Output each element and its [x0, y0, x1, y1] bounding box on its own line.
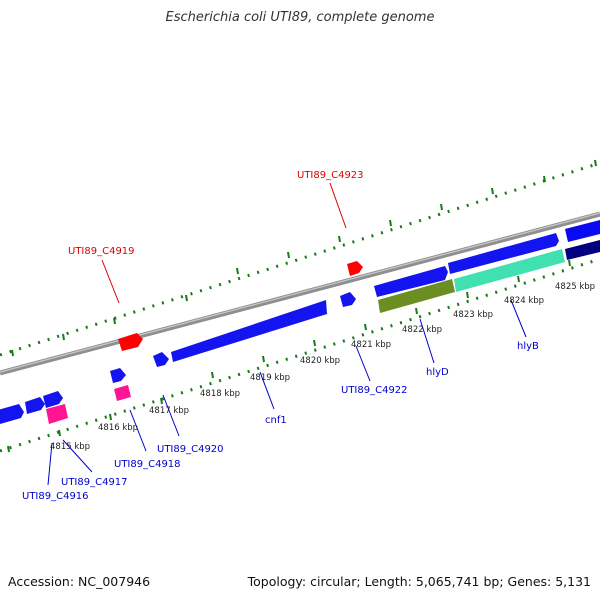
lower-major-ticks [7, 259, 571, 453]
feature-red-2[interactable] [347, 261, 363, 276]
feature-pink-1[interactable] [46, 404, 68, 424]
scale-label: 4819 kbp [250, 373, 290, 383]
feature-red-1[interactable] [118, 333, 143, 351]
upper-major-ticks [11, 159, 597, 357]
feature-olive[interactable] [378, 279, 455, 313]
feature-navy[interactable] [565, 240, 600, 260]
scale-label: 4817 kbp [149, 406, 189, 416]
gene-label-hlyB[interactable]: hlyB [517, 341, 539, 352]
gene-c4922[interactable] [340, 292, 356, 307]
genome-backbone [0, 211, 600, 376]
scale-label: 4822 kbp [402, 325, 442, 335]
gene-c4917[interactable] [25, 397, 45, 414]
label-leader-lines [47, 182, 527, 486]
scale-label: 4820 kbp [300, 356, 340, 366]
gene-c4920[interactable] [153, 352, 169, 367]
gene-label-c4923[interactable]: UTI89_C4923 [297, 170, 364, 181]
gene-label-c4918[interactable]: UTI89_C4918 [114, 459, 181, 470]
gene-label-c4920[interactable]: UTI89_C4920 [157, 444, 224, 455]
scale-label: 4825 kbp [555, 282, 595, 292]
gene-label-c4917[interactable]: UTI89_C4917 [61, 477, 128, 488]
scale-label: 4818 kbp [200, 389, 240, 399]
genome-summary-text: Topology: circular; Length: 5,065,741 bp… [247, 574, 591, 589]
gene-hlyC[interactable] [448, 233, 559, 274]
gene-label-hlyD[interactable]: hlyD [426, 367, 449, 378]
scale-label: 4816 kbp [98, 423, 138, 433]
feature-aqua[interactable] [454, 249, 565, 292]
scale-label: 4824 kbp [504, 296, 544, 306]
scale-label: 4821 kbp [351, 340, 391, 350]
feature-pink-2[interactable] [114, 385, 131, 401]
gene-c4918[interactable] [110, 368, 126, 383]
lower-tick-track [0, 257, 600, 453]
scale-labels: 4815 kbp 4816 kbp 4817 kbp 4818 kbp 4819… [50, 282, 595, 452]
accession-text: Accession: NC_007946 [8, 574, 151, 589]
scale-label: 4823 kbp [453, 310, 493, 320]
gene-labels: UTI89_C4916 UTI89_C4917 UTI89_C4918 UTI8… [22, 170, 539, 502]
gene-label-c4919[interactable]: UTI89_C4919 [68, 246, 135, 257]
gene-label-cnf1[interactable]: cnf1 [265, 415, 287, 426]
gene-cnf1[interactable] [171, 300, 327, 362]
upper-tick-track [0, 161, 600, 357]
gene-label-c4916[interactable]: UTI89_C4916 [22, 491, 89, 502]
gene-hlyD[interactable] [374, 266, 448, 297]
scale-label: 4815 kbp [50, 442, 90, 452]
gene-label-c4922[interactable]: UTI89_C4922 [341, 385, 408, 396]
gene-4925-fwd[interactable] [565, 220, 600, 242]
gene-c4917b[interactable] [43, 391, 63, 408]
genome-title: Escherichia coli UTI89, complete genome [165, 10, 435, 25]
gene-c4916[interactable] [0, 404, 24, 424]
